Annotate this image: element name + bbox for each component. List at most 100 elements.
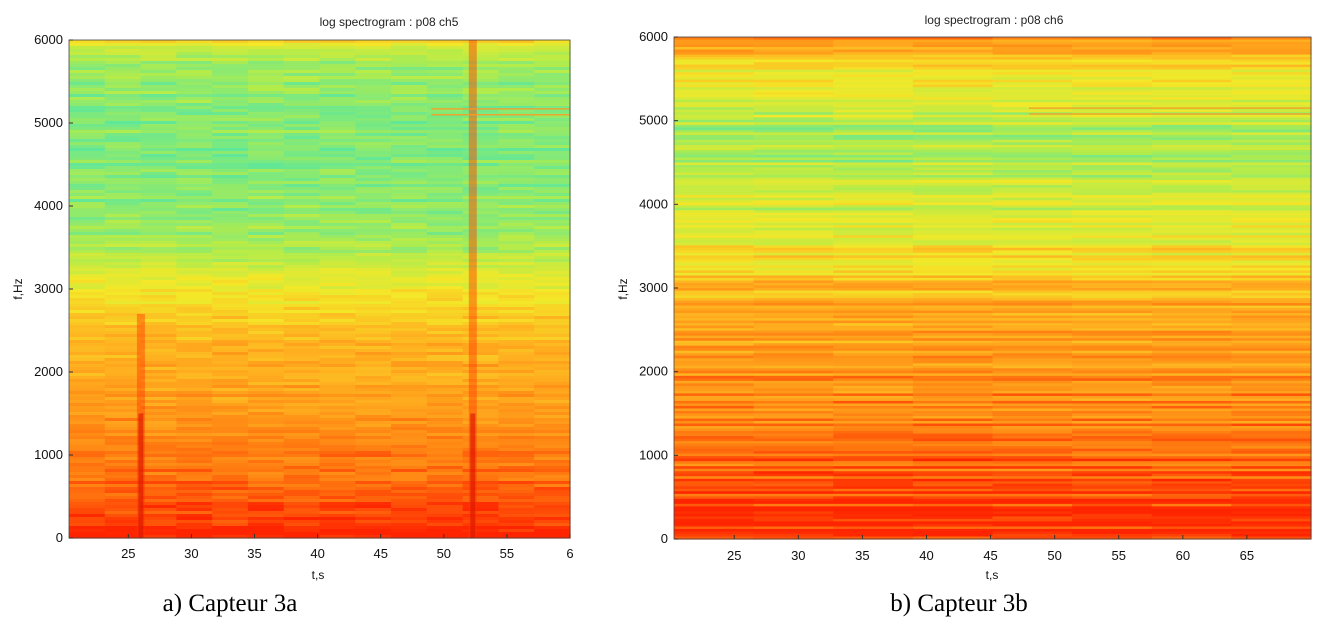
- spectrogram-cell: [753, 280, 834, 284]
- spectrogram-cell: [674, 117, 755, 121]
- spectrogram-cell: [176, 319, 213, 323]
- spectrogram-cell: [674, 315, 755, 319]
- spectrogram-cell: [1072, 313, 1153, 317]
- spectrogram-cell: [176, 214, 213, 218]
- spectrogram-cell: [283, 175, 321, 179]
- spectrogram-cell: [462, 361, 500, 365]
- spectrogram-cell: [1151, 142, 1232, 146]
- spectrogram-cell: [1072, 360, 1153, 364]
- spectrogram-cell: [391, 397, 428, 401]
- spectrogram-cell: [1231, 506, 1312, 510]
- spectrogram-cell: [426, 343, 464, 347]
- spectrogram-cell: [140, 184, 177, 188]
- spectrogram-cell: [674, 240, 755, 244]
- spectrogram-cell: [498, 499, 535, 503]
- spectrogram-cell: [69, 73, 106, 77]
- spectrogram-cell: [833, 483, 914, 487]
- spectrogram-cell: [753, 37, 834, 41]
- spectrogram-cell: [391, 247, 428, 251]
- spectrogram-cell: [283, 478, 321, 482]
- spectrogram-cell: [753, 250, 834, 254]
- spectrogram-cell: [283, 298, 321, 302]
- spectrogram-cell: [212, 502, 249, 506]
- spectrogram-cell: [674, 64, 755, 68]
- spectrogram-cell: [355, 85, 392, 89]
- spectrogram-cell: [534, 274, 571, 278]
- spectrogram-cell: [498, 469, 535, 473]
- spectrogram-cell: [753, 491, 834, 495]
- spectrogram-cell: [912, 511, 994, 515]
- spectrogram-cell: [534, 202, 571, 206]
- spectrogram-cell: [534, 160, 571, 164]
- spectrogram-cell: [69, 259, 106, 263]
- spectrogram-cell: [753, 493, 834, 497]
- spectrogram-cell: [833, 503, 914, 507]
- spectrogram-cell: [1072, 521, 1153, 525]
- spectrogram-cell: [833, 152, 914, 156]
- spectrogram-cell: [753, 300, 834, 304]
- spectrogram-cell: [140, 124, 177, 128]
- spectrogram-cell: [69, 445, 106, 449]
- spectrogram-cell: [1231, 295, 1312, 299]
- spectrogram-cell: [534, 121, 571, 125]
- spectrogram-cell: [753, 330, 834, 334]
- spectrogram-cell: [391, 139, 428, 143]
- spectrogram-cell: [833, 114, 914, 118]
- spectrogram-cell: [674, 433, 755, 437]
- spectrogram-cell: [992, 149, 1073, 154]
- spectrogram-cell: [176, 280, 213, 284]
- spectrogram-cell: [674, 185, 755, 189]
- spectrogram-cell: [283, 532, 321, 536]
- spectrogram-cell: [104, 310, 142, 314]
- spectrogram-cell: [1151, 478, 1232, 482]
- spectrogram-cell: [992, 333, 1073, 337]
- spectrogram-cell: [462, 442, 500, 446]
- spectrogram-cell: [355, 436, 392, 440]
- spectrogram-cell: [283, 226, 321, 230]
- spectrogram-cell: [498, 532, 535, 536]
- spectrogram-cell: [1231, 491, 1312, 495]
- spectrogram-cell: [534, 61, 571, 65]
- spectrogram-heatmap-a: [69, 40, 571, 539]
- spectrogram-cell: [498, 106, 535, 110]
- spectrogram-cell: [283, 55, 321, 59]
- spectrogram-cell: [355, 508, 392, 512]
- spectrogram-cell: [753, 84, 834, 88]
- spectrogram-cell: [69, 76, 106, 80]
- spectrogram-cell: [1072, 315, 1153, 319]
- spectrogram-cell: [1151, 343, 1232, 347]
- spectrogram-cell: [992, 97, 1073, 101]
- spectrogram-cell: [355, 514, 392, 518]
- spectrogram-cell: [69, 163, 106, 167]
- spectrogram-cell: [355, 502, 392, 506]
- spectrogram-cell: [912, 257, 994, 261]
- spectrogram-cell: [1151, 418, 1232, 422]
- spectrogram-cell: [1072, 378, 1153, 382]
- spectrogram-cell: [992, 443, 1073, 447]
- spectrogram-cell: [1151, 129, 1232, 133]
- spectrogram-cell: [674, 52, 755, 56]
- spectrogram-cell: [534, 220, 571, 224]
- spectrogram-cell: [1072, 405, 1153, 410]
- spectrogram-cell: [1072, 288, 1153, 292]
- spectrogram-cell: [992, 410, 1073, 415]
- spectrogram-cell: [391, 226, 428, 230]
- spectrogram-cell: [534, 397, 571, 401]
- spectrogram-cell: [992, 428, 1073, 432]
- spectrogram-cell: [534, 139, 571, 143]
- spectrogram-cell: [283, 493, 321, 497]
- spectrogram-cell: [753, 350, 834, 354]
- spectrogram-cell: [391, 172, 428, 176]
- spectrogram-cell: [833, 64, 914, 68]
- spectrogram-cell: [104, 325, 142, 329]
- spectrogram-cell: [1151, 463, 1232, 467]
- spectrogram-cell: [753, 400, 834, 405]
- spectrogram-cell: [534, 148, 571, 152]
- spectrogram-cell: [247, 205, 285, 209]
- spectrogram-cell: [247, 379, 285, 383]
- spectrogram-cell: [674, 536, 755, 540]
- spectrogram-cell: [355, 49, 392, 53]
- spectrogram-cell: [498, 268, 535, 272]
- spectrogram-cell: [674, 476, 755, 480]
- spectrogram-cell: [674, 491, 755, 495]
